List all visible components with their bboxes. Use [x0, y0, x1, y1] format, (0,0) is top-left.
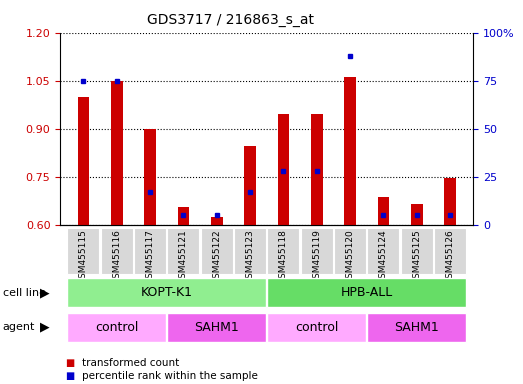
Text: GSM455117: GSM455117 — [145, 229, 155, 284]
Text: GSM455126: GSM455126 — [446, 229, 454, 284]
Text: control: control — [95, 321, 139, 334]
Bar — [444, 178, 456, 225]
Bar — [134, 227, 166, 273]
Bar — [401, 227, 433, 273]
Text: percentile rank within the sample: percentile rank within the sample — [82, 371, 258, 381]
Bar — [244, 146, 256, 225]
Bar — [67, 313, 166, 342]
Bar — [434, 227, 466, 273]
Text: GSM455118: GSM455118 — [279, 229, 288, 284]
Bar — [378, 197, 389, 225]
Text: GSM455120: GSM455120 — [346, 229, 355, 284]
Text: agent: agent — [3, 322, 35, 333]
Text: SAHM1: SAHM1 — [394, 321, 439, 334]
Bar — [234, 227, 266, 273]
Bar — [144, 129, 156, 225]
Bar — [67, 227, 99, 273]
Bar — [267, 313, 366, 342]
Text: ■: ■ — [65, 371, 75, 381]
Bar — [178, 207, 189, 225]
Text: GSM455123: GSM455123 — [246, 229, 255, 284]
Text: GSM455125: GSM455125 — [412, 229, 421, 284]
Bar — [267, 227, 299, 273]
Text: transformed count: transformed count — [82, 358, 179, 368]
Text: GSM455121: GSM455121 — [179, 229, 188, 284]
Text: GDS3717 / 216863_s_at: GDS3717 / 216863_s_at — [146, 13, 314, 27]
Bar — [211, 217, 223, 225]
Text: GSM455124: GSM455124 — [379, 229, 388, 284]
Bar — [167, 313, 266, 342]
Text: SAHM1: SAHM1 — [195, 321, 239, 334]
Bar — [367, 313, 466, 342]
Bar — [334, 227, 366, 273]
Text: control: control — [295, 321, 338, 334]
Bar — [411, 204, 423, 225]
Text: ■: ■ — [65, 358, 75, 368]
Bar — [67, 278, 266, 308]
Bar — [111, 81, 122, 225]
Text: KOPT-K1: KOPT-K1 — [141, 286, 193, 299]
Text: GSM455116: GSM455116 — [112, 229, 121, 284]
Text: GSM455119: GSM455119 — [312, 229, 321, 284]
Bar — [344, 78, 356, 225]
Text: HPB-ALL: HPB-ALL — [340, 286, 393, 299]
Bar — [311, 114, 323, 225]
Bar — [267, 278, 466, 308]
Text: GSM455115: GSM455115 — [79, 229, 88, 284]
Text: ▶: ▶ — [40, 321, 50, 334]
Text: GSM455122: GSM455122 — [212, 229, 221, 284]
Text: ▶: ▶ — [40, 286, 50, 299]
Bar — [201, 227, 233, 273]
Bar — [167, 227, 199, 273]
Bar — [367, 227, 400, 273]
Bar — [101, 227, 133, 273]
Bar — [77, 97, 89, 225]
Text: cell line: cell line — [3, 288, 46, 298]
Bar — [301, 227, 333, 273]
Bar — [278, 114, 289, 225]
